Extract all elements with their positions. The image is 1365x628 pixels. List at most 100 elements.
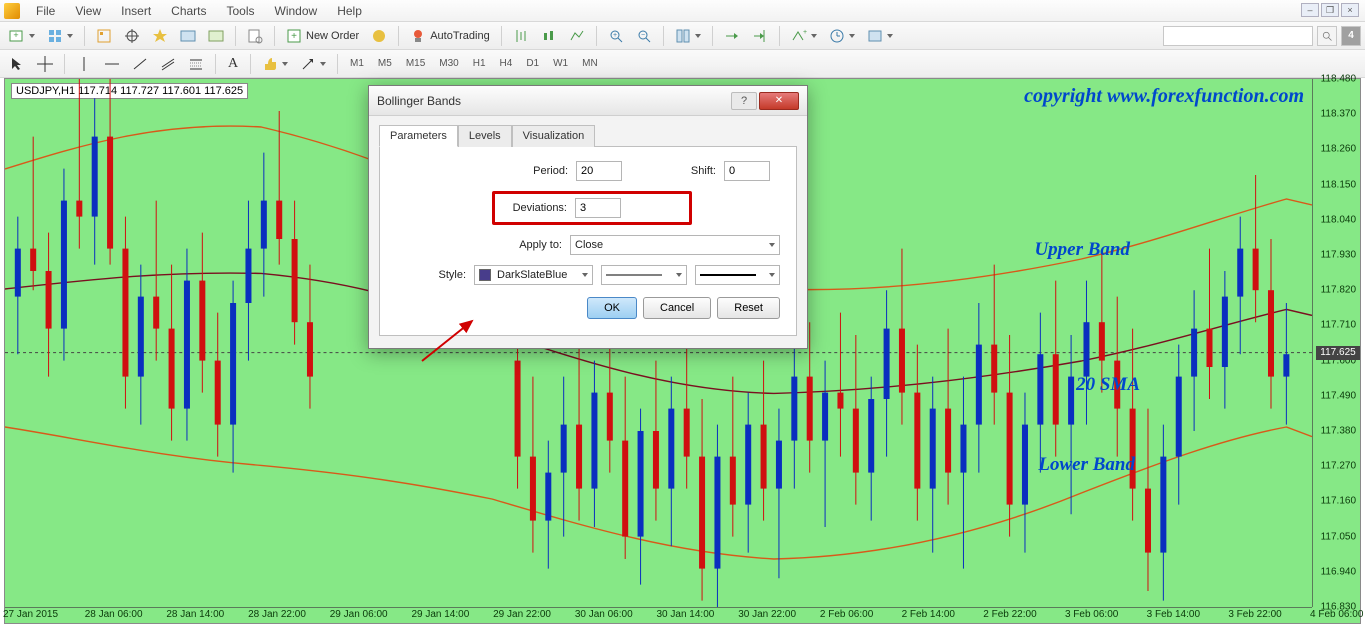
menu-help[interactable]: Help: [327, 4, 372, 18]
zoom-in-icon[interactable]: +: [603, 25, 629, 47]
y-tick: 118.150: [1321, 179, 1356, 190]
vline-icon[interactable]: [71, 53, 97, 75]
svg-text:+: +: [13, 30, 18, 40]
line-style-select[interactable]: [601, 265, 686, 285]
x-tick: 3 Feb 14:00: [1147, 609, 1200, 620]
y-tick: 117.490: [1321, 390, 1356, 401]
navigator-icon[interactable]: [147, 25, 173, 47]
fibo-icon[interactable]: [183, 53, 209, 75]
x-tick: 2 Feb 14:00: [902, 609, 955, 620]
tf-m15[interactable]: M15: [400, 58, 431, 69]
x-tick: 27 Jan 2015: [3, 609, 58, 620]
new-order-button[interactable]: +New Order: [281, 25, 364, 47]
data-window-icon[interactable]: [119, 25, 145, 47]
mql-market-icon[interactable]: 4: [1341, 26, 1361, 46]
zoom-out-icon[interactable]: −: [631, 25, 657, 47]
tab-parameters[interactable]: Parameters: [379, 125, 458, 147]
help-icon[interactable]: ?: [731, 92, 757, 110]
tf-h4[interactable]: H4: [494, 58, 519, 69]
y-tick: 117.050: [1321, 531, 1356, 542]
text-icon[interactable]: A: [222, 53, 244, 75]
autoscroll-icon[interactable]: [719, 25, 745, 47]
menu-charts[interactable]: Charts: [161, 4, 216, 18]
menu-file[interactable]: File: [26, 4, 65, 18]
channel-icon[interactable]: [155, 53, 181, 75]
tf-m5[interactable]: M5: [372, 58, 398, 69]
x-tick: 30 Jan 06:00: [575, 609, 633, 620]
search-icon[interactable]: [1317, 26, 1337, 46]
close-icon[interactable]: ✕: [759, 92, 799, 110]
mdi-close-icon[interactable]: ×: [1341, 3, 1359, 17]
cursor-icon[interactable]: [4, 53, 30, 75]
templates-icon[interactable]: [862, 25, 898, 47]
chartshift-icon[interactable]: [747, 25, 773, 47]
x-tick: 28 Jan 22:00: [248, 609, 306, 620]
autotrading-button[interactable]: AutoTrading: [405, 25, 495, 47]
indicators-icon[interactable]: +: [786, 25, 822, 47]
tf-mn[interactable]: MN: [576, 58, 604, 69]
style-label: Style:: [428, 269, 466, 281]
y-tick: 117.820: [1321, 285, 1356, 296]
arrow-tool-icon[interactable]: [295, 53, 331, 75]
bars-icon[interactable]: [508, 25, 534, 47]
shift-label: Shift:: [664, 165, 716, 177]
mdi-restore-icon[interactable]: ❐: [1321, 3, 1339, 17]
tile-windows-icon[interactable]: [670, 25, 706, 47]
x-tick: 3 Feb 06:00: [1065, 609, 1118, 620]
line-chart-icon[interactable]: [564, 25, 590, 47]
y-tick: 117.710: [1321, 320, 1356, 331]
applyto-select[interactable]: Close: [570, 235, 780, 255]
x-tick: 3 Feb 22:00: [1228, 609, 1281, 620]
menu-view[interactable]: View: [65, 4, 111, 18]
y-tick: 117.270: [1321, 461, 1356, 472]
profiles-icon[interactable]: [42, 25, 78, 47]
menu-insert[interactable]: Insert: [111, 4, 161, 18]
x-tick: 28 Jan 06:00: [85, 609, 143, 620]
menu-window[interactable]: Window: [265, 4, 328, 18]
terminal-icon[interactable]: [175, 25, 201, 47]
y-tick: 118.040: [1321, 214, 1356, 225]
mdi-minimize-icon[interactable]: –: [1301, 3, 1319, 17]
metaeditor-icon[interactable]: [242, 25, 268, 47]
x-tick: 29 Jan 14:00: [411, 609, 469, 620]
candles-icon[interactable]: [536, 25, 562, 47]
period-input[interactable]: [576, 161, 622, 181]
hline-icon[interactable]: [99, 53, 125, 75]
tf-d1[interactable]: D1: [520, 58, 545, 69]
shift-input[interactable]: [724, 161, 770, 181]
search-input[interactable]: [1163, 26, 1313, 46]
cancel-button[interactable]: Cancel: [643, 297, 711, 319]
tf-w1[interactable]: W1: [547, 58, 574, 69]
tab-visualization[interactable]: Visualization: [512, 125, 596, 147]
line-width-select[interactable]: [695, 265, 780, 285]
advisors-icon[interactable]: [366, 25, 392, 47]
new-chart-icon[interactable]: +: [4, 25, 40, 47]
x-tick: 4 Feb 06:00: [1310, 609, 1363, 620]
crosshair-icon[interactable]: [32, 53, 58, 75]
color-name: DarkSlateBlue: [497, 269, 567, 281]
sma-label: 20 SMA: [1076, 374, 1140, 396]
market-watch-icon[interactable]: [91, 25, 117, 47]
ok-button[interactable]: OK: [587, 297, 637, 319]
tf-h1[interactable]: H1: [467, 58, 492, 69]
tf-m30[interactable]: M30: [433, 58, 464, 69]
reset-button[interactable]: Reset: [717, 297, 780, 319]
parameters-panel: Period: Shift: Deviations: Apply to: Clo…: [379, 147, 797, 336]
x-tick: 30 Jan 22:00: [738, 609, 796, 620]
thumb-up-icon[interactable]: [257, 53, 293, 75]
trendline-icon[interactable]: [127, 53, 153, 75]
menu-tools[interactable]: Tools: [217, 4, 265, 18]
y-tick: 118.370: [1321, 109, 1356, 120]
periodicity-icon[interactable]: [824, 25, 860, 47]
svg-text:−: −: [641, 32, 645, 39]
x-tick: 30 Jan 14:00: [657, 609, 715, 620]
x-tick: 29 Jan 22:00: [493, 609, 551, 620]
tf-m1[interactable]: M1: [344, 58, 370, 69]
applyto-value: Close: [575, 239, 603, 251]
drawing-toolbar: A M1 M5 M15 M30 H1 H4 D1 W1 MN: [0, 50, 1365, 78]
deviations-input[interactable]: [575, 198, 621, 218]
strategy-tester-icon[interactable]: [203, 25, 229, 47]
style-color-select[interactable]: DarkSlateBlue: [474, 265, 593, 285]
tab-levels[interactable]: Levels: [458, 125, 512, 147]
dialog-title-bar[interactable]: Bollinger Bands ? ✕: [369, 86, 807, 116]
